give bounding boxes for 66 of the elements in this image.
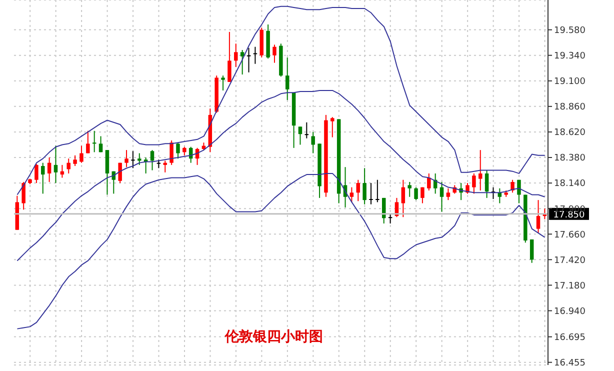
y-tick-label: 16.940 <box>554 306 586 317</box>
candlestick <box>401 179 406 218</box>
y-tick-label: 18.860 <box>554 102 586 113</box>
candlestick <box>124 150 128 168</box>
y-tick-label: 18.620 <box>554 128 586 138</box>
line-series <box>16 172 546 330</box>
candlestick <box>138 152 142 166</box>
y-tick-label: 18.140 <box>554 179 586 190</box>
candlestick <box>408 181 412 198</box>
candlestick <box>530 238 534 264</box>
candlestick <box>440 181 444 212</box>
candlestick <box>80 145 84 164</box>
candlestick <box>420 186 424 204</box>
y-tick-label: 16.695 <box>554 332 586 343</box>
candlestick <box>73 154 77 167</box>
candlestick <box>246 47 251 73</box>
candlestick <box>22 181 26 210</box>
candlestick <box>163 160 167 173</box>
y-tick-label: 19.340 <box>554 52 586 62</box>
candlestick <box>176 142 180 160</box>
candlestick <box>298 126 302 146</box>
candlestick <box>41 162 45 194</box>
candlestick <box>414 186 418 201</box>
candlestick <box>240 50 244 75</box>
y-tick-label: 17.420 <box>554 256 586 266</box>
candlestick <box>484 170 489 198</box>
candlestick <box>272 44 276 64</box>
candlestick <box>131 150 135 169</box>
y-tick-label: 17.660 <box>554 230 586 240</box>
text: 伦敦银四小时图 <box>224 328 324 346</box>
candlestick <box>472 172 476 194</box>
line-series <box>16 90 546 262</box>
candlestick <box>285 56 290 101</box>
candlestick <box>427 172 431 191</box>
candlestick <box>66 158 70 174</box>
candlestick <box>478 150 482 191</box>
candlestick <box>47 156 52 182</box>
candlestick <box>98 136 103 153</box>
candlestick <box>311 131 315 154</box>
candlestick <box>356 179 360 202</box>
y-tick-label: 16.455 <box>554 358 586 369</box>
candlestick <box>253 46 258 64</box>
candlestick <box>221 75 225 91</box>
candlestick <box>362 168 366 205</box>
candlestick <box>54 145 58 184</box>
y-tick-label: 19.100 <box>554 77 586 88</box>
candlestick <box>536 200 540 234</box>
candlestick <box>234 43 238 68</box>
candlestick <box>369 182 373 205</box>
candlestick <box>376 179 380 203</box>
candlestick <box>388 213 392 224</box>
candlestick <box>304 122 309 139</box>
candlestick <box>86 130 90 154</box>
y-tick-label: 18.380 <box>554 154 586 164</box>
candlestick <box>466 182 470 194</box>
candlestick <box>330 116 334 138</box>
y-tick-label: 19.580 <box>554 26 586 36</box>
candlestick <box>105 150 110 196</box>
candlestick <box>34 163 38 184</box>
candlestick <box>150 150 154 171</box>
candlestick <box>510 179 514 194</box>
candlestick <box>228 31 232 82</box>
candlestick <box>170 140 174 166</box>
candlestick <box>446 188 450 201</box>
y-tick-label: 17.180 <box>554 281 586 292</box>
candlestick <box>350 186 354 203</box>
